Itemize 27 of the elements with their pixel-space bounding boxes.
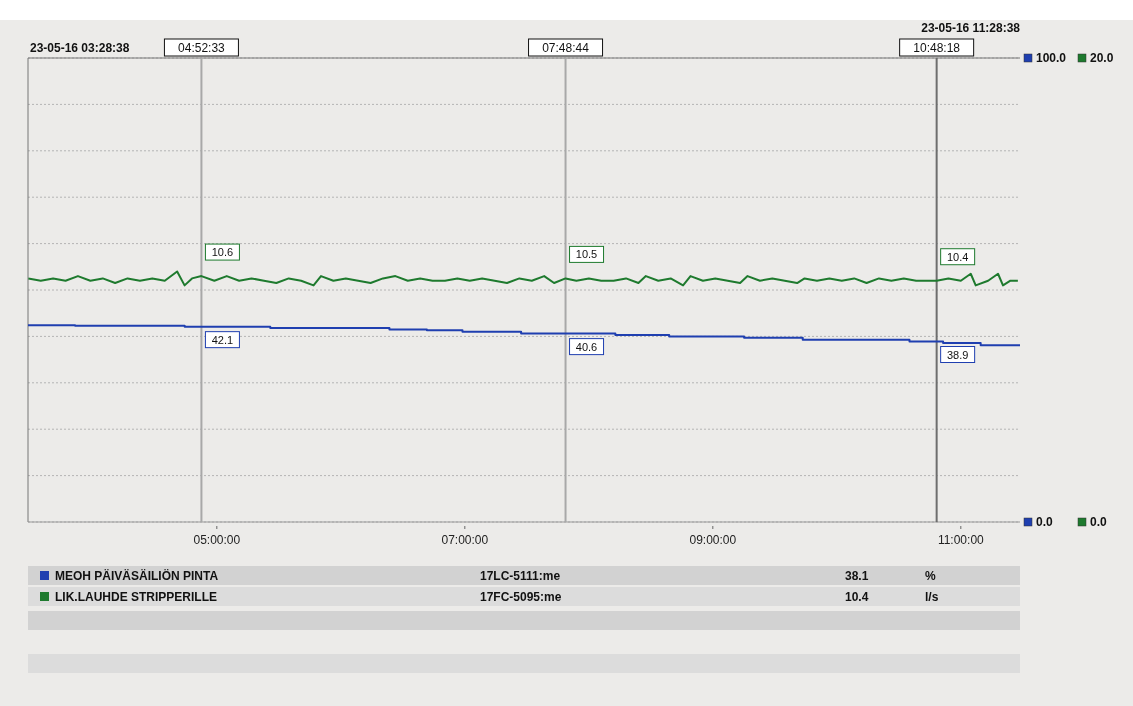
x-tick-label: 05:00:00 (193, 533, 241, 547)
legend-label: MEOH PÄIVÄSÄILIÖN PINTA (55, 568, 219, 583)
text: 17FC-5095:me (480, 590, 562, 604)
text: 38.1 (845, 569, 869, 583)
data-label: 42.1 (211, 333, 234, 346)
annotation: 07:48:44 (542, 41, 590, 55)
data-label: 40.6 (575, 340, 598, 353)
text: 17LC-5111:me (480, 569, 561, 583)
legend-label: LIK.LAUHDE STRIPPERILLE (55, 590, 218, 604)
y-tick-label: 100.0 (1036, 51, 1067, 65)
data-label: 10.5 (575, 248, 598, 261)
data-label: 38.9 (946, 348, 969, 361)
text: 23-05-16 03:28:38 (30, 41, 130, 55)
annotation: 10:48:18 (913, 41, 961, 55)
x-tick-label: 09:00:00 (689, 533, 737, 547)
x-tick-label: 07:00:00 (441, 533, 489, 547)
x-tick-label: 11:00:00 (937, 533, 985, 547)
text: l/s (925, 590, 939, 604)
text: 10.4 (845, 590, 869, 604)
data-label: 10.4 (946, 250, 969, 263)
line-series (27, 270, 1019, 287)
annotation: 04:52:33 (178, 41, 226, 55)
y2-tick-label: 0.0 (1090, 515, 1108, 529)
text: 23-05-16 11:28:38 (921, 21, 1021, 35)
y2-tick-label: 20.0 (1090, 51, 1114, 65)
data-label: 10.6 (211, 246, 234, 259)
text: % (925, 569, 936, 583)
